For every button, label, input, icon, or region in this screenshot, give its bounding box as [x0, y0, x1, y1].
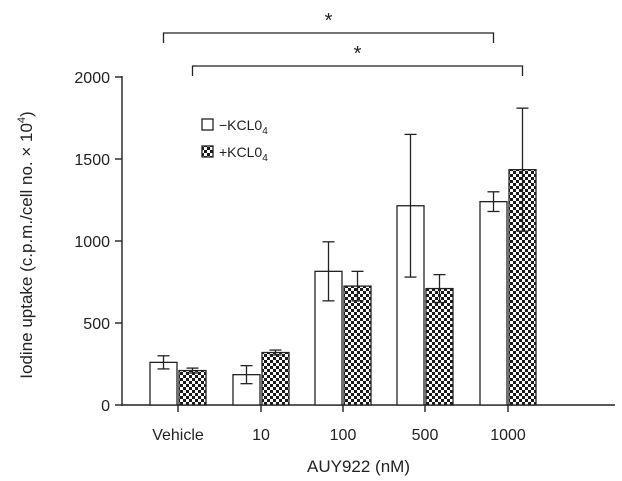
bar-minus-kclo4: [479, 200, 508, 406]
significance-brackets: **: [162, 10, 524, 76]
y-axis-title: Iodine uptake (c.p.m./cell no. × 104): [16, 111, 36, 378]
legend-label: −KCL04: [219, 117, 268, 137]
x-tick-label: 1000: [490, 427, 526, 444]
significance-bracket: [191, 65, 524, 76]
bar-plus-kclo4: [261, 351, 290, 406]
x-tick-label: 100: [330, 427, 357, 444]
y-tick-label: 2000: [74, 70, 110, 87]
x-tick-label: 500: [412, 427, 439, 444]
y-tick-label: 500: [83, 316, 110, 333]
significance-bracket: [162, 32, 495, 43]
significance-star: *: [354, 43, 362, 65]
y-tick-label: 1000: [74, 234, 110, 251]
bar-plus-kclo4: [178, 369, 207, 406]
legend-swatch: [201, 118, 214, 131]
x-tick-label: 10: [252, 427, 270, 444]
y-tick-label: 0: [101, 398, 110, 415]
plot-area: 0 500 1000 1500 2000 Vehicle 10 100 500 1000: [74, 70, 615, 444]
bar-plus-kclo4: [343, 285, 372, 406]
legend: −KCL04 +KCL04: [201, 117, 268, 164]
x-axis-title: AUY922 (nM): [307, 457, 410, 476]
x-tick-label: Vehicle: [152, 427, 204, 444]
bar-plus-kclo4: [425, 287, 454, 406]
legend-label: +KCL04: [219, 144, 268, 164]
significance-star: *: [325, 10, 333, 32]
y-tick-label: 1500: [74, 152, 110, 169]
legend-swatch: [201, 145, 214, 158]
